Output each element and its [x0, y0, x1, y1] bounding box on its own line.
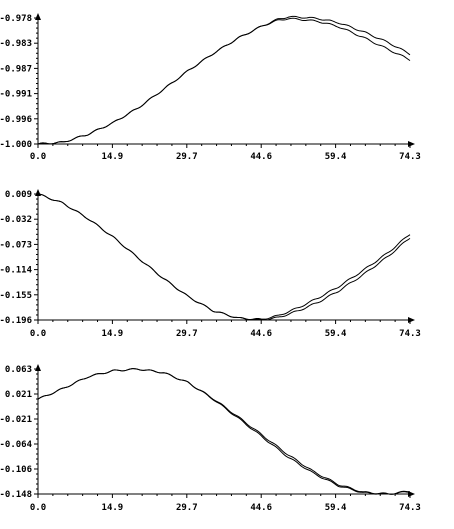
- y-tick-label: -0.991: [0, 90, 32, 100]
- y-tick-label: -0.073: [0, 240, 32, 250]
- series-line-2: [37, 368, 410, 495]
- y-tick-label: -0.032: [0, 215, 32, 225]
- y-tick-label: -0.106: [0, 465, 32, 475]
- x-tick-label: 59.4: [325, 503, 347, 513]
- y-tick-label: 0.009: [5, 190, 32, 200]
- x-tick-label: 0.0: [30, 503, 46, 513]
- y-tick-label: -0.987: [0, 64, 32, 74]
- series-line-1: [37, 368, 411, 495]
- x-tick-label: 14.9: [102, 329, 124, 339]
- y-tick-label: -0.064: [0, 440, 33, 450]
- y-axis-arrow: [35, 364, 41, 371]
- series-line-2: [37, 15, 411, 145]
- x-tick-label: 44.6: [250, 152, 272, 162]
- x-tick-label: 44.6: [250, 329, 272, 339]
- y-tick-label: -0.021: [0, 415, 32, 425]
- x-tick-label: 74.3: [399, 152, 421, 162]
- x-tick-label: 0.0: [30, 329, 46, 339]
- y-tick-label: -0.996: [0, 115, 32, 125]
- y-tick-label: -1.000: [0, 140, 32, 150]
- y-tick-label: -0.155: [0, 291, 32, 301]
- x-tick-label: 29.7: [176, 329, 198, 339]
- x-tick-label: 74.3: [399, 329, 421, 339]
- y-tick-label: -0.978: [0, 14, 32, 24]
- series-line-1: [37, 193, 411, 321]
- chart-panel-2: 0.009 -0.032 -0.073 -0.114 -0.155 -0.196 0.0 14…: [0, 189, 421, 339]
- series-line-1: [37, 17, 411, 145]
- x-tick-label: 0.0: [30, 152, 46, 162]
- x-tick-label: 29.7: [176, 503, 198, 513]
- y-tick-label: -0.983: [0, 39, 32, 49]
- y-tick-label: 0.021: [5, 390, 32, 400]
- x-tick-label: 44.6: [250, 503, 272, 513]
- y-tick-label: -0.196: [0, 316, 32, 326]
- x-axis-arrow: [408, 141, 415, 147]
- y-axis-arrow: [35, 13, 41, 20]
- y-tick-label: -0.114: [0, 266, 33, 276]
- x-tick-label: 14.9: [102, 152, 124, 162]
- y-tick-label: 0.063: [5, 365, 32, 375]
- y-tick-label: -0.148: [0, 490, 32, 500]
- x-tick-label: 74.3: [399, 503, 421, 513]
- x-tick-label: 59.4: [325, 329, 347, 339]
- x-axis-arrow: [408, 317, 415, 323]
- chart-panel-1: -0.978 -0.983 -0.987 -0.991 -0.996 -1.000 0.0 1…: [0, 13, 421, 162]
- y-axis-arrow: [35, 189, 41, 196]
- series-line-2: [37, 193, 411, 321]
- chart-panel-3: 0.063 0.021 -0.021 -0.064 -0.106 -0.148 0.0 14.…: [0, 364, 421, 513]
- x-tick-label: 29.7: [176, 152, 198, 162]
- x-tick-label: 59.4: [325, 152, 347, 162]
- x-tick-label: 14.9: [102, 503, 124, 513]
